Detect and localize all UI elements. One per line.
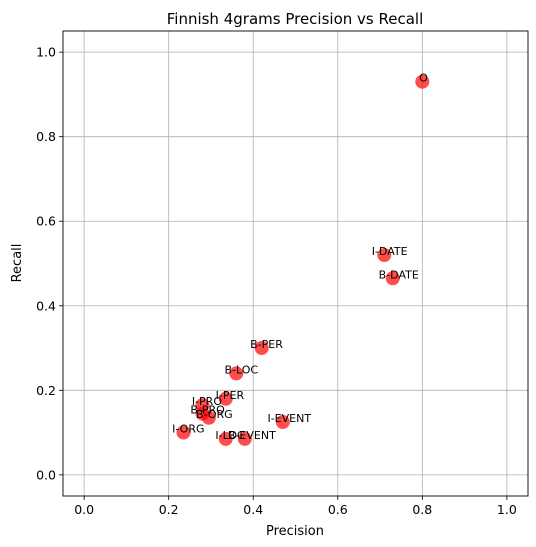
data-point (176, 425, 191, 440)
data-point (415, 74, 430, 89)
point-label: I-ORG (172, 423, 204, 436)
point-label: I-PER (216, 389, 245, 402)
y-tick-label: 0.0 (36, 467, 56, 482)
point-label: I-DATE (372, 245, 408, 258)
y-tick-label: 0.4 (36, 298, 56, 313)
point-label: I-PRO (192, 395, 222, 408)
data-point (218, 391, 233, 406)
point-label: B-PRO (190, 404, 225, 417)
y-axis-label: Recall (10, 244, 25, 283)
data-points (176, 74, 430, 446)
x-tick-label: 0.8 (412, 502, 432, 517)
chart-title: Finnish 4grams Precision vs Recall (167, 10, 424, 28)
y-axis-ticks: 0.0 0.2 0.4 0.6 0.8 1.0 (36, 45, 63, 482)
data-point (218, 431, 233, 446)
point-label: I-EVENT (267, 412, 311, 425)
plot-frame (62, 30, 529, 497)
x-axis-ticks: 0.0 0.2 0.4 0.6 0.8 1.0 (74, 496, 517, 517)
y-tick-label: 1.0 (36, 45, 56, 60)
x-axis-label: Precision (266, 524, 324, 539)
x-tick-label: 0.2 (159, 502, 179, 517)
point-label: I-LOC (215, 429, 245, 442)
grid (63, 31, 528, 496)
x-tick-label: 0.4 (243, 502, 263, 517)
point-label: B-ORG (196, 408, 233, 421)
x-tick-label: 0.0 (74, 502, 94, 517)
y-tick-label: 0.8 (36, 129, 56, 144)
y-tick-label: 0.2 (36, 383, 56, 398)
point-label: B-EVENT (228, 429, 276, 442)
data-point (377, 248, 392, 263)
point-label: O (419, 72, 428, 85)
x-tick-label: 0.6 (328, 502, 348, 517)
point-label: B-PER (250, 338, 283, 351)
data-point (201, 410, 216, 425)
point-label: B-LOC (224, 363, 258, 376)
x-tick-label: 1.0 (497, 502, 517, 517)
y-tick-label: 0.6 (36, 214, 56, 229)
data-point (254, 341, 269, 356)
data-point (229, 366, 244, 381)
data-point (237, 431, 252, 446)
data-point (385, 271, 400, 286)
point-label: B-DATE (379, 268, 419, 281)
data-point (275, 415, 290, 430)
